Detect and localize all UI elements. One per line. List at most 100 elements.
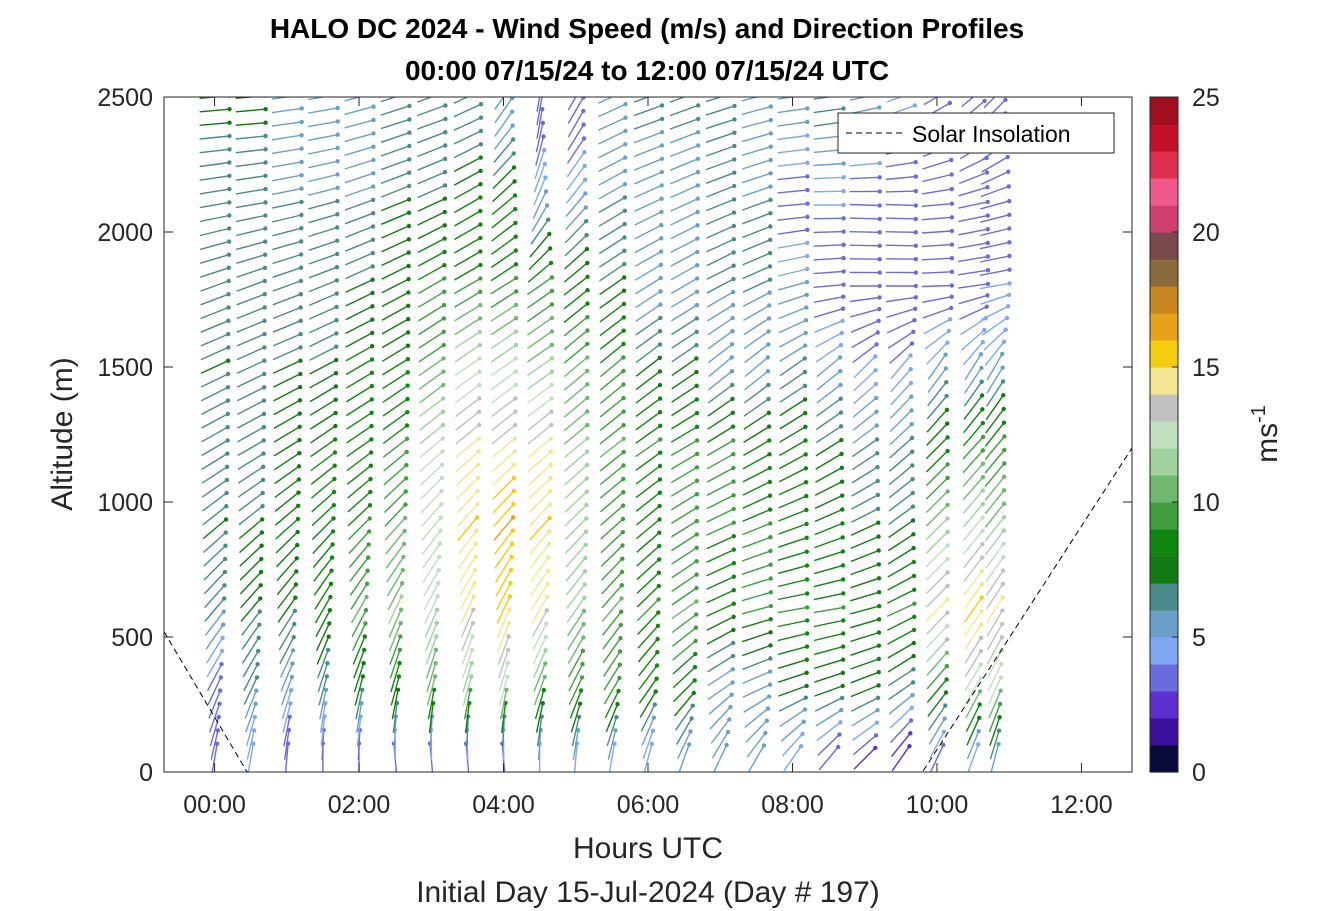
wind-barb-shaft — [422, 543, 441, 569]
wind-barb-shaft — [309, 346, 337, 361]
wind-barb-head — [804, 549, 809, 554]
colorbar-segment — [1150, 529, 1178, 557]
wind-barb-head — [442, 276, 447, 281]
wind-barb-shaft — [671, 304, 698, 322]
wind-barb-shaft — [962, 449, 984, 474]
wind-barb-shaft — [354, 676, 364, 706]
wind-barb-shaft — [203, 571, 226, 595]
wind-barb-shaft — [984, 516, 1005, 542]
wind-barb-shaft — [706, 238, 735, 253]
wind-barb-head — [803, 330, 808, 336]
wind-barb-shaft — [272, 293, 302, 306]
wind-barb-shaft — [742, 453, 770, 470]
wind-barb-head — [513, 248, 519, 253]
wind-barb-head — [584, 449, 590, 454]
wind-barb-head — [945, 448, 950, 454]
wind-barb-shaft — [742, 522, 771, 536]
wind-barb-head — [369, 370, 375, 375]
wind-barb-head — [370, 264, 375, 269]
wind-barb-shaft — [607, 730, 617, 760]
wind-barb-shaft — [816, 398, 842, 417]
wind-barb-head — [257, 622, 262, 627]
wind-barb-shaft — [566, 597, 585, 623]
wind-barb-shaft — [527, 411, 552, 431]
wind-barb-head — [547, 502, 553, 507]
wind-barb-head — [840, 563, 846, 568]
wind-barb-head — [949, 242, 955, 247]
wind-barb-head — [656, 610, 661, 615]
wind-barb-head — [838, 424, 844, 429]
wind-barb-shaft — [309, 412, 336, 430]
wind-barb-head — [547, 231, 552, 237]
wind-barb-shaft — [529, 233, 550, 258]
wind-barb-head — [440, 449, 445, 454]
wind-barb-shaft — [563, 303, 588, 323]
wind-barb-head — [257, 609, 262, 614]
wind-barb-head — [623, 89, 627, 93]
wind-barb-head — [581, 97, 586, 100]
wind-barb-head — [985, 227, 990, 232]
wind-barb-head — [371, 157, 376, 163]
wind-barb-shaft — [528, 247, 551, 271]
wind-barb-shaft — [308, 134, 338, 141]
wind-barb-shaft — [635, 343, 661, 364]
wind-barb-shaft — [961, 329, 985, 351]
wind-barb-shaft — [814, 536, 843, 549]
wind-barb-shaft — [349, 557, 369, 582]
wind-barb-shaft — [345, 358, 373, 376]
wind-barb-head — [911, 329, 916, 334]
wind-barb-shaft — [962, 503, 984, 528]
colorbar-segment — [1150, 421, 1178, 449]
wind-barb-shaft — [926, 679, 948, 703]
wind-barb-shaft — [345, 345, 373, 362]
wind-barb-shaft — [885, 203, 916, 207]
wind-barb-head — [875, 708, 880, 713]
wind-barb-shaft — [456, 503, 478, 528]
wind-barb-shaft — [743, 412, 770, 430]
wind-barb-shaft — [353, 662, 365, 693]
wind-barb-shaft — [986, 636, 1003, 665]
wind-barb-shaft — [271, 161, 302, 168]
wind-barb-shaft — [308, 200, 338, 210]
wind-barb-head — [370, 237, 376, 242]
wind-barb-shaft — [815, 709, 842, 727]
wind-barb-head — [617, 675, 622, 681]
wind-barb-head — [549, 342, 555, 348]
colorbar-segment — [1150, 664, 1178, 692]
wind-barb-head — [730, 396, 735, 402]
wind-barb-shaft — [318, 676, 328, 706]
wind-barb-head — [509, 554, 514, 559]
wind-barb-shaft — [852, 722, 878, 741]
wind-barb-head — [359, 701, 364, 706]
wind-barb-shaft — [235, 188, 266, 195]
wind-barb-head — [261, 438, 266, 443]
wind-barb-head — [980, 420, 985, 426]
wind-barb-head — [659, 116, 665, 122]
wind-barb-shaft — [380, 105, 410, 116]
wind-barb-shaft — [453, 143, 482, 159]
wind-barb-head — [976, 742, 981, 747]
wind-barb-shaft — [813, 632, 844, 642]
wind-barb-head — [659, 169, 664, 175]
wind-barb-shaft — [979, 255, 1010, 263]
wind-barb-shaft — [206, 650, 223, 678]
wind-barb-shaft — [849, 203, 880, 207]
wind-barb-head — [1006, 304, 1011, 309]
wind-barb-shaft — [308, 292, 337, 307]
wind-barb-shaft — [490, 263, 517, 282]
wind-barb-head — [371, 144, 376, 149]
wind-barb-head — [299, 119, 304, 125]
wind-barb-shaft — [384, 491, 407, 513]
wind-barb-shaft — [671, 344, 697, 363]
wind-barb-shaft — [526, 303, 553, 323]
wind-barb-head — [549, 329, 555, 334]
wind-barb-shaft — [850, 563, 880, 576]
x-tick-label: 02:00 — [328, 791, 391, 819]
wind-barb-shaft — [887, 547, 914, 565]
wind-barb-head — [1002, 434, 1007, 439]
wind-barb-head — [585, 260, 590, 266]
wind-barb-head — [298, 318, 303, 323]
wind-barb-shaft — [673, 692, 695, 717]
wind-barb-head — [1001, 528, 1006, 533]
wind-barb-head — [658, 249, 664, 254]
